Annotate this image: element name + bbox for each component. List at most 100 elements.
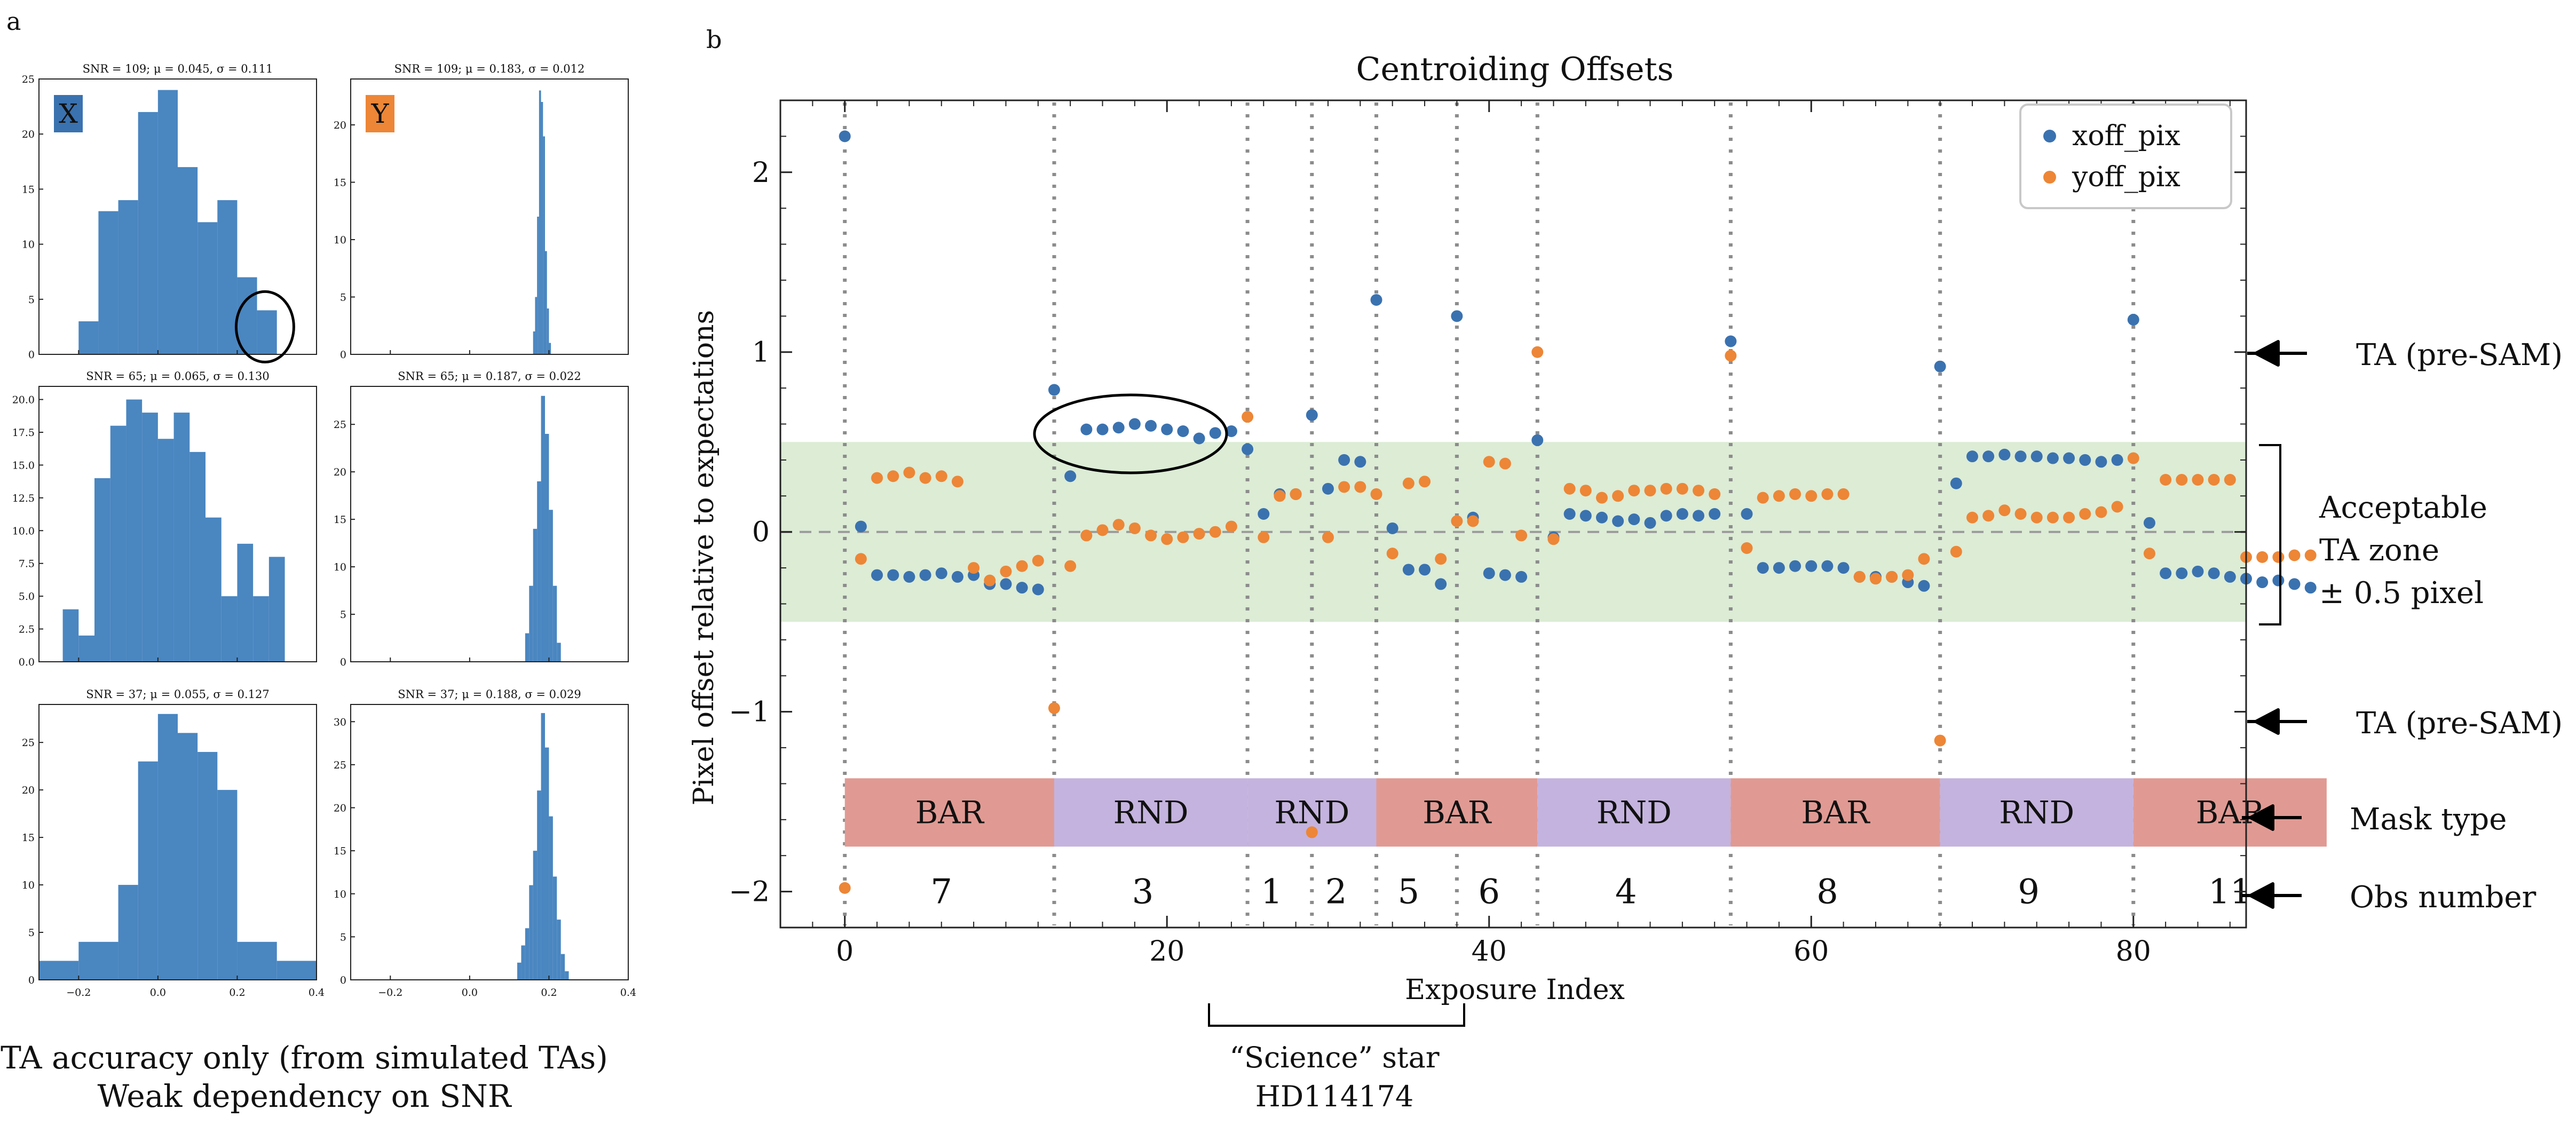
y-tick-label: 0: [752, 517, 770, 549]
xoff-point: [1225, 425, 1237, 437]
histogram-y-tick-label: 12.5: [12, 493, 35, 504]
xoff-point: [1950, 477, 1962, 489]
xoff-point: [2256, 576, 2269, 589]
xoff-point: [1563, 508, 1576, 520]
xoff-point: [2111, 454, 2123, 466]
histogram-y-tick-label: 20: [22, 785, 35, 796]
xoff-point: [2192, 565, 2204, 577]
xoff-point: [1306, 409, 1318, 421]
histogram-bar: [521, 945, 525, 980]
yoff-point: [2143, 548, 2155, 560]
yoff-point: [1757, 492, 1769, 504]
xoff-point: [2014, 450, 2027, 463]
yoff-point: [1950, 545, 1962, 558]
histogram-y-tick-label: 25: [22, 737, 35, 749]
histogram-bar: [541, 395, 545, 662]
xoff-point: [839, 130, 851, 142]
yoff-point: [984, 574, 996, 587]
axis-badge-label: X: [59, 98, 78, 129]
plot-frame: [779, 99, 2247, 929]
xoff-point: [2288, 578, 2301, 590]
obs-number-labels: 7 3 1 2 5 6 4 8 9 11: [930, 873, 2251, 912]
histogram-bar: [78, 321, 99, 354]
xoff-point: [2127, 314, 2139, 326]
mask-block-label: RND: [1597, 794, 1672, 830]
xoff-point: [2160, 567, 2172, 580]
yoff-point: [1402, 477, 1415, 489]
xoff-point: [1805, 560, 1818, 572]
yoff-point: [1386, 548, 1398, 560]
histogram-bar: [552, 876, 557, 980]
xoff-point: [1064, 470, 1077, 482]
obs-number: 7: [930, 873, 952, 912]
yoff-point: [2256, 551, 2269, 563]
arrow-left-icon: [2254, 340, 2280, 367]
yoff-point: [1161, 533, 1173, 545]
xoff-point: [1934, 360, 1946, 373]
xoff-point: [1000, 578, 1012, 590]
yoff-point: [2160, 473, 2172, 486]
xoff-point: [1096, 423, 1109, 435]
arrow-left-icon: [2249, 882, 2274, 909]
histogram-bar: [118, 200, 138, 354]
obs-number: 3: [1132, 873, 1154, 912]
yoff-point: [2111, 501, 2123, 513]
xoff-point: [1741, 508, 1753, 520]
yoff-point: [1306, 826, 1318, 838]
histogram-bar: [537, 790, 541, 980]
histogram-y-tick-label: 15: [22, 184, 35, 195]
axis-ticks: 0 20 40 60 80 −2 −1 0 1 2: [729, 100, 2246, 968]
histogram-bar: [541, 102, 543, 354]
mask-block: [1537, 778, 1731, 847]
mask-block-label: BAR: [1801, 794, 1871, 830]
yoff-point: [1886, 571, 1898, 583]
histogram-bar: [539, 90, 541, 354]
obs-number: 8: [1816, 873, 1838, 912]
mask-block-label: BAR: [2196, 794, 2266, 830]
xoff-point: [1998, 448, 2011, 461]
histogram-bar: [276, 961, 317, 980]
y-tick-label: 2: [752, 157, 770, 189]
acceptable-line3: ± 0.5 pixel: [2319, 576, 2484, 611]
xoff-point: [1725, 335, 1737, 347]
xoff-point: [1821, 560, 1834, 572]
histogram-y-tick-label: 20: [22, 129, 35, 140]
right-annotations: TA (pre-SAM) Acceptable TA zone ± 0.5 pi…: [2242, 338, 2563, 915]
xoff-point: [1483, 567, 1495, 580]
y-tick-label: −1: [729, 696, 770, 728]
yoff-point: [1096, 524, 1109, 536]
histogram-y-tick-label: 0: [340, 656, 346, 668]
histogram-bar: [525, 633, 530, 662]
histogram-bar: [545, 433, 549, 662]
histogram-bar: [549, 343, 551, 354]
histogram-bar: [178, 733, 198, 980]
yoff-point: [1064, 560, 1077, 572]
yoff-point: [1934, 734, 1946, 747]
mask-type-blocks: BAR RND RND BAR RND BAR RND BAR: [844, 778, 2327, 847]
histogram-x-tick-label: −0.2: [378, 987, 402, 999]
x-tick-label: 0: [836, 936, 854, 968]
yoff-point: [903, 466, 915, 479]
obs-number: 9: [2018, 873, 2040, 912]
xoff-point: [2030, 450, 2043, 463]
mask-block-label: RND: [1999, 794, 2074, 830]
xoff-point: [2143, 517, 2155, 529]
mask-block: [1940, 778, 2134, 847]
xoff-point: [1982, 450, 1995, 463]
y-axis-label: Pixel offset relative to expectations: [688, 310, 720, 805]
acceptable-zone-bracket: [2259, 444, 2281, 625]
histogram-x-tick-label: 0.4: [620, 987, 636, 999]
y-tick-label: 1: [752, 337, 770, 369]
histogram-title: SNR = 109; μ = 0.045, σ = 0.111: [83, 62, 273, 75]
yoff-point: [1435, 553, 1447, 565]
histogram-y-tick-label: 15: [22, 832, 35, 844]
xoff-point: [1161, 423, 1173, 435]
histogram-y-tick-label: 15: [334, 177, 346, 189]
histogram-x-tick-label: 0.4: [309, 987, 325, 999]
centroiding-offsets-chart: BAR RND RND BAR RND BAR RND BAR 7 3 1 2 5 6 4 8 9 11 0 20…: [688, 51, 2327, 1006]
xoff-point: [871, 569, 883, 581]
yoff-point: [1789, 488, 1801, 500]
xoff-point: [1386, 522, 1398, 534]
histogram-bar: [533, 851, 538, 980]
